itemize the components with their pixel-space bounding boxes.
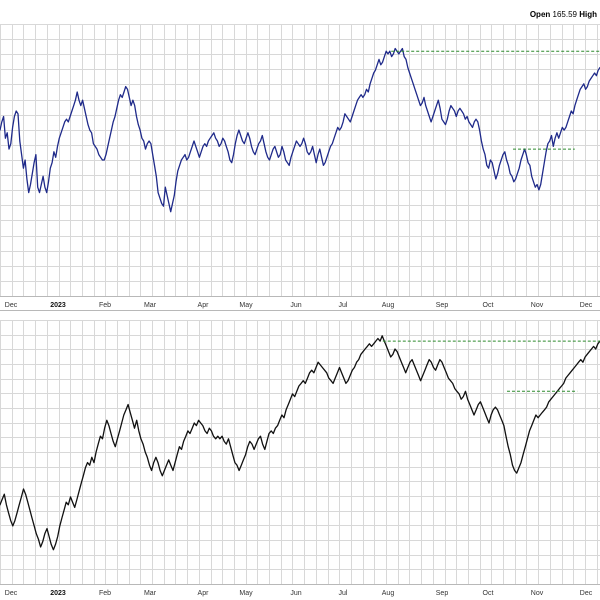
chart-panel-1: Dec 2023 Feb Mar Apr May Jun Jul Aug Sep Oct Nov Dec — [0, 24, 600, 309]
x-tick-label: Sep — [436, 590, 449, 597]
x-tick-label: Feb — [99, 302, 111, 309]
open-label: Open — [529, 10, 551, 19]
x-tick-label: Apr — [198, 590, 210, 597]
price-line — [0, 335, 600, 551]
x-tick-label: Jul — [339, 590, 348, 597]
x-tick-label: Dec — [580, 590, 593, 597]
x-tick-label: Jun — [290, 590, 301, 597]
vertical-grid — [0, 320, 598, 584]
x-tick-label: Aug — [382, 302, 395, 309]
x-tick-label: Dec — [580, 302, 593, 309]
x-tick-label: Mar — [144, 590, 157, 597]
x-tick-label: 2023 — [50, 590, 66, 597]
vertical-grid — [0, 24, 598, 296]
x-tick-label: Mar — [144, 302, 157, 309]
x-tick-label: 2023 — [50, 302, 66, 309]
x-tick-label: Oct — [483, 590, 494, 597]
open-value: 165.59 — [552, 10, 577, 19]
high-label: High — [579, 10, 597, 19]
horizontal-grid — [0, 24, 600, 297]
x-tick-label: Jun — [290, 302, 301, 309]
x-tick-label: May — [239, 302, 253, 309]
x-tick-label: Nov — [531, 590, 544, 597]
x-tick-label: Jul — [339, 302, 348, 309]
x-tick-label: Feb — [99, 590, 111, 597]
x-tick-label: Oct — [483, 302, 494, 309]
x-tick-label: Dec — [5, 302, 18, 309]
ohlc-readout: Open 165.59 High — [530, 10, 597, 19]
x-tick-label: Nov — [531, 302, 544, 309]
x-tick-label: May — [239, 590, 253, 597]
x-tick-label: Dec — [5, 590, 18, 597]
x-tick-label: Aug — [382, 590, 395, 597]
price-line — [0, 47, 600, 213]
x-tick-label: Apr — [198, 302, 210, 309]
x-tick-label: Sep — [436, 302, 449, 309]
chart-panel-2: Dec 2023 Feb Mar Apr May Jun Jul Aug Sep Oct Nov Dec — [0, 310, 600, 597]
